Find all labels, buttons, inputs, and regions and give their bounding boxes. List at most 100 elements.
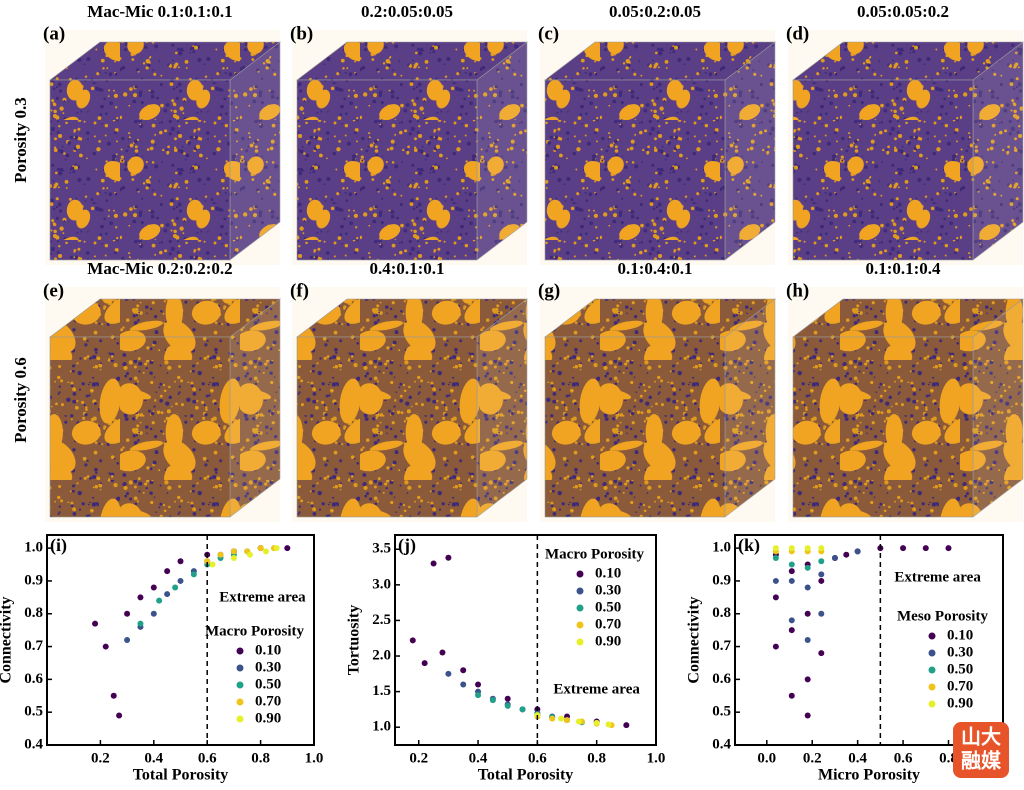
cube-side <box>724 41 776 261</box>
legend-marker <box>236 698 244 706</box>
y-tick-label: 1.0 <box>24 540 43 556</box>
cube-front <box>792 336 974 518</box>
data-point <box>804 637 811 643</box>
panel-title: Mac-Mic 0.2:0.2:0.2 <box>87 259 232 278</box>
legend-marker <box>576 587 584 595</box>
data-point <box>772 577 779 584</box>
data-point <box>900 545 907 552</box>
x-tick-label: 0.6 <box>528 750 547 766</box>
panel-label: (h) <box>786 280 809 301</box>
plot-frame <box>734 534 1004 746</box>
data-point <box>177 558 184 565</box>
data-point <box>831 554 838 561</box>
legend-marker <box>576 621 584 629</box>
panel-label: (j) <box>398 535 416 556</box>
plot-frame <box>394 534 657 746</box>
y-tick-label: 0.4 <box>712 736 731 752</box>
y-tick-label: 0.8 <box>24 605 43 621</box>
annotation: Extreme area <box>219 589 306 605</box>
x-tick-label: 0.2 <box>91 750 110 766</box>
cube-side <box>972 41 1024 261</box>
legend-label: 0.90 <box>255 710 281 726</box>
y-tick-label: 0.7 <box>712 638 731 654</box>
cube-side <box>476 298 528 518</box>
cube-side <box>724 298 776 518</box>
y-tick-label: 0.5 <box>712 704 731 720</box>
panel-label: (f) <box>290 280 309 301</box>
legend-label: 0.10 <box>947 627 973 643</box>
data-point <box>204 558 211 565</box>
data-point <box>150 584 157 591</box>
panel-title: 0.05:0.2:0.05 <box>609 2 701 21</box>
data-point <box>804 584 811 591</box>
data-point <box>445 670 452 677</box>
panel-title: Mac-Mic 0.1:0.1:0.1 <box>87 2 232 21</box>
cube-front <box>544 336 726 518</box>
x-tick-label: 0.4 <box>469 750 488 766</box>
data-point <box>475 681 482 688</box>
data-point <box>190 571 197 578</box>
data-point <box>854 548 861 555</box>
x-tick-label: 0.8 <box>587 750 606 766</box>
x-tick-label: 0.2 <box>409 750 428 766</box>
data-point <box>804 545 811 552</box>
panel-label: (b) <box>290 23 313 44</box>
data-point <box>788 577 795 584</box>
panel-label: (i) <box>50 535 67 556</box>
data-point <box>818 577 825 584</box>
row-label: Porosity 0.6 <box>11 357 30 443</box>
panel-title: 0.05:0.05:0.2 <box>857 2 949 21</box>
legend-label: 0.70 <box>255 693 281 709</box>
x-tick-label: 0.6 <box>894 750 913 766</box>
cube-side <box>972 298 1024 518</box>
x-tick-label: 0.2 <box>803 750 822 766</box>
data-point <box>475 692 482 699</box>
legend-marker <box>928 700 936 708</box>
legend-label: 0.10 <box>595 565 621 581</box>
data-point <box>519 706 526 713</box>
x-tick-label: 0.8 <box>251 750 270 766</box>
y-axis-label: Connectivity <box>0 596 15 683</box>
y-tick-label: 0.7 <box>24 638 43 654</box>
legend-marker <box>236 664 244 672</box>
legend-title: Macro Porosity <box>545 546 645 562</box>
cube-front <box>296 336 478 518</box>
panel-title: 0.1:0.4:0.1 <box>617 259 692 278</box>
panel-title: 0.4:0.1:0.1 <box>369 259 444 278</box>
data-point <box>605 721 612 728</box>
legend-marker <box>236 681 244 689</box>
y-tick-label: 0.9 <box>24 572 43 588</box>
y-tick-label: 0.5 <box>24 704 43 720</box>
data-point <box>430 560 437 567</box>
data-point <box>788 568 795 575</box>
data-point <box>788 692 795 699</box>
data-point <box>124 610 131 617</box>
legend-marker <box>928 666 936 674</box>
row-label: Porosity 0.3 <box>11 97 30 183</box>
data-point <box>273 545 280 552</box>
data-point <box>421 660 428 667</box>
panel-label: (e) <box>43 280 64 301</box>
legend-label: 0.50 <box>595 599 621 615</box>
data-point <box>137 594 144 601</box>
data-point <box>575 718 582 725</box>
y-tick-label: 2.5 <box>372 612 391 628</box>
x-axis-label: Micro Porosity <box>818 767 920 784</box>
data-point <box>172 584 179 591</box>
legend-marker <box>928 683 936 691</box>
panel-label: (g) <box>538 280 560 301</box>
y-tick-label: 1.0 <box>712 540 731 556</box>
cube-front <box>792 79 974 261</box>
data-point <box>804 610 811 617</box>
data-point <box>102 643 109 650</box>
panel-label: (k) <box>738 535 760 556</box>
annotation: Extreme area <box>553 681 640 697</box>
legend-label: 0.10 <box>255 642 281 658</box>
legend-marker <box>928 649 936 657</box>
watermark-text: 山大 <box>961 725 1001 749</box>
panel-label: (a) <box>43 23 65 44</box>
legend-label: 0.90 <box>947 695 973 711</box>
y-tick-label: 0.6 <box>24 671 43 687</box>
y-tick-label: 1.5 <box>372 683 391 699</box>
